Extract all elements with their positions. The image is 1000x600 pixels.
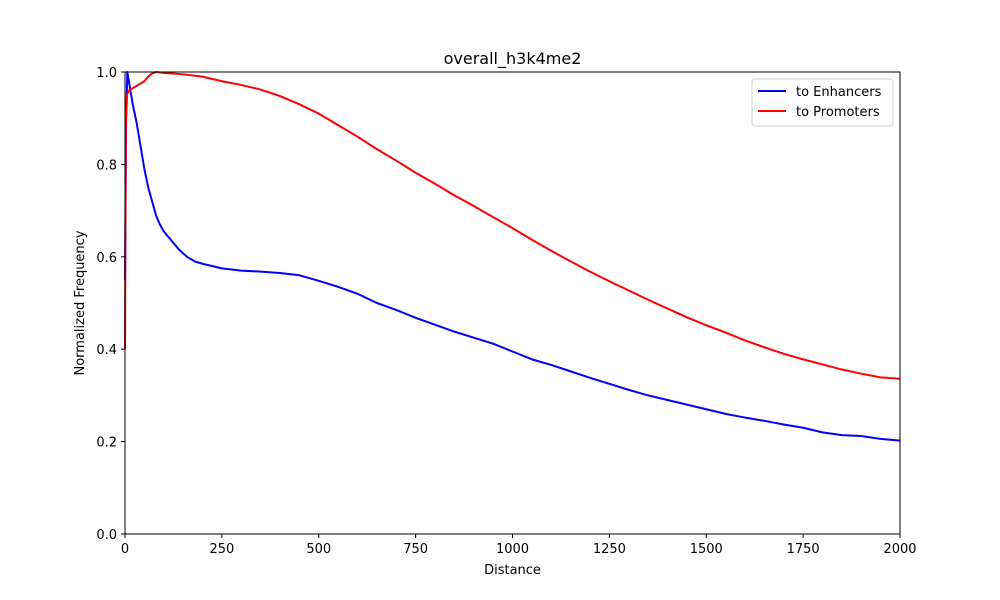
x-tick-label: 250 <box>209 542 234 557</box>
x-tick-label: 1500 <box>690 542 723 557</box>
x-tick-label: 750 <box>403 542 428 557</box>
y-tick-label: 0.0 <box>96 528 117 543</box>
legend-box <box>751 78 894 127</box>
series-layer <box>124 71 901 442</box>
x-tick-label: 1750 <box>787 542 820 557</box>
x-axis-ticks: 0 250 500 750 1000 1250 1500 1750 2000 <box>121 534 917 557</box>
y-axis-ticks: 0.0 0.2 0.4 0.6 0.8 1.0 <box>96 66 125 543</box>
x-axis-label: Distance <box>484 563 541 578</box>
y-tick-label: 0.2 <box>96 436 117 451</box>
x-tick-label: 500 <box>306 542 331 557</box>
series-line-to-promoters <box>124 71 901 380</box>
y-tick-label: 0.4 <box>96 343 117 358</box>
y-axis-label: Normalized Frequency <box>73 230 88 375</box>
y-tick-label: 0.8 <box>96 158 117 173</box>
x-tick-label: 2000 <box>883 542 916 557</box>
legend-label-promoters: to Promoters <box>796 105 880 120</box>
legend: to Enhancers to Promoters <box>751 78 894 127</box>
chart-title: overall_h3k4me2 <box>444 49 582 69</box>
y-tick-label: 1.0 <box>96 66 117 81</box>
series-line-to-enhancers <box>124 71 901 442</box>
x-tick-label: 0 <box>121 542 129 557</box>
y-tick-label: 0.6 <box>96 251 117 266</box>
x-tick-label: 1250 <box>593 542 626 557</box>
x-tick-label: 1000 <box>496 542 529 557</box>
legend-label-enhancers: to Enhancers <box>796 85 882 100</box>
